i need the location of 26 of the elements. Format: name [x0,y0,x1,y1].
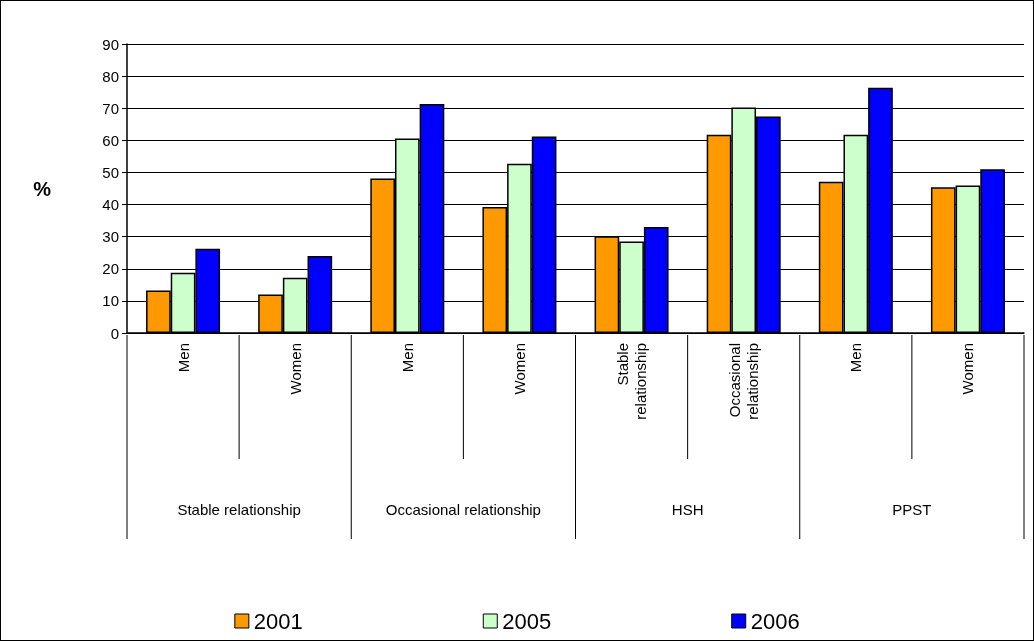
x-tick-label: Women [510,343,528,395]
x-tick-label: Women [959,343,977,395]
x-tick-label: Women [286,343,304,395]
y-tick-label: 40 [102,196,119,214]
y-tick-label: 20 [102,260,119,278]
y-tick-label: 0 [110,324,119,342]
x-tick-label: Men [847,343,865,373]
y-tick-label: 60 [102,131,119,149]
y-tick-label: 10 [102,292,119,310]
x-tick-label: Men [174,343,192,373]
y-tick-label: 90 [102,35,119,53]
y-tick-label: 30 [102,228,119,246]
text: HSH [671,500,704,518]
y-axis-title: % [33,177,52,200]
legend-label: 2005 [502,608,552,634]
x-tick-label: Occasional relationship [726,343,762,420]
text: Occasional relationship [385,500,541,518]
legend-label: 2006 [750,608,800,634]
x-tick-label: Stable relationship [614,343,650,420]
text: Stable relationship [177,500,301,518]
y-tick-label: 80 [102,67,119,85]
x-tick-label: Men [398,343,416,373]
y-tick-label: 50 [102,163,119,181]
text: PPST [892,500,932,518]
y-tick-label: 70 [102,99,119,117]
legend-label: 2001 [253,608,303,634]
